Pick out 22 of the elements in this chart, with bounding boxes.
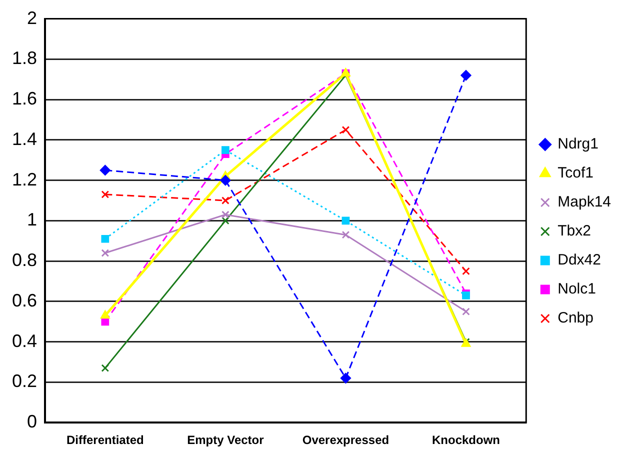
y-tick-label: 1 bbox=[27, 210, 38, 230]
x-tick-label: Overexpressed bbox=[302, 433, 390, 448]
x-tick-label: Differentiated bbox=[66, 433, 144, 448]
legend-label: Ndrg1 bbox=[558, 136, 598, 153]
x-tick-label: Knockdown bbox=[432, 433, 500, 448]
y-tick-label: 0.8 bbox=[12, 250, 38, 270]
legend-label: Ddx42 bbox=[558, 252, 601, 269]
legend-label: Mapk14 bbox=[558, 194, 612, 211]
legend-label: Nolc1 bbox=[558, 280, 596, 298]
legend-label: Cnbp bbox=[558, 310, 594, 327]
y-tick-label: 2 bbox=[27, 8, 38, 28]
y-tick-label: 1.4 bbox=[12, 128, 38, 149]
legend-label: Tcof1 bbox=[558, 164, 594, 182]
y-tick-label: 1.6 bbox=[12, 88, 38, 109]
y-tick-label: 0 bbox=[27, 412, 38, 432]
y-tick-label: 0.2 bbox=[12, 371, 38, 392]
legend-label: Tbx2 bbox=[558, 222, 591, 240]
x-tick-label: Empty Vector bbox=[187, 433, 264, 448]
y-tick-label: 0.6 bbox=[12, 290, 38, 310]
y-tick-label: 1.2 bbox=[12, 169, 38, 190]
y-tick-label: 1.8 bbox=[12, 48, 38, 68]
y-tick-label: 0.4 bbox=[12, 330, 38, 351]
